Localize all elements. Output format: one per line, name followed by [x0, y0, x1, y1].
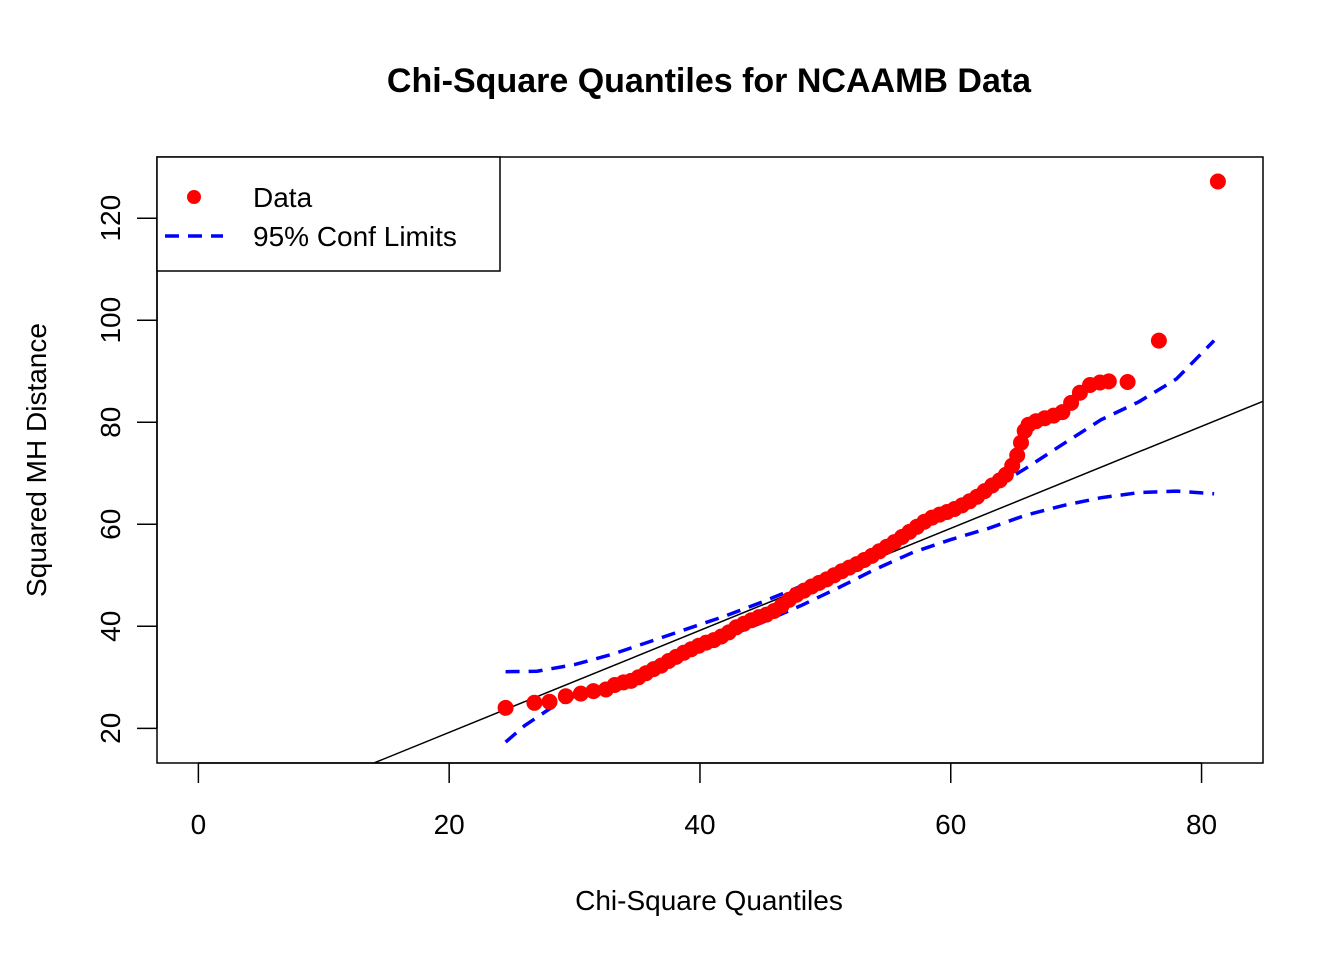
data-point	[1209, 173, 1226, 190]
x-tick-label: 20	[434, 809, 465, 840]
x-tick-label: 0	[191, 809, 207, 840]
data-point	[497, 699, 514, 716]
data-point	[1009, 447, 1026, 464]
y-axis-label: Squared MH Distance	[21, 323, 52, 597]
data-point	[1150, 332, 1167, 349]
reference-line	[371, 400, 1263, 763]
lower-conf-limit-line	[504, 489, 1215, 744]
plot-frame	[156, 156, 1264, 764]
x-tick-label: 40	[684, 809, 715, 840]
data-point	[1100, 373, 1117, 390]
plot-content	[371, 173, 1263, 763]
legend-data-marker	[187, 190, 201, 204]
legend-box	[156, 156, 501, 272]
y-tick-label: 100	[95, 297, 126, 344]
x-axis: 0 20 40 60 80	[191, 762, 1217, 840]
upper-conf-limit-line	[505, 339, 1216, 674]
x-axis-label: Chi-Square Quantiles	[575, 885, 843, 916]
y-tick-label: 120	[95, 195, 126, 242]
y-tick-label: 80	[95, 407, 126, 438]
legend: Data 95% Conf Limits	[156, 156, 501, 272]
y-tick-label: 40	[95, 611, 126, 642]
legend-data-label: Data	[253, 182, 313, 213]
data-point	[572, 685, 589, 702]
data-point	[526, 694, 543, 711]
y-axis: 20 40 60 80 100 120	[95, 195, 158, 744]
y-tick-label: 60	[95, 509, 126, 540]
x-tick-label: 80	[1186, 809, 1217, 840]
data-point	[541, 693, 558, 710]
legend-conf-label: 95% Conf Limits	[253, 221, 457, 252]
chart-title: Chi-Square Quantiles for NCAAMB Data	[387, 62, 1032, 100]
y-tick-label: 20	[95, 713, 126, 744]
data-point	[557, 688, 574, 705]
data-point	[585, 683, 602, 700]
data-point	[1119, 374, 1136, 390]
x-tick-label: 60	[935, 809, 966, 840]
